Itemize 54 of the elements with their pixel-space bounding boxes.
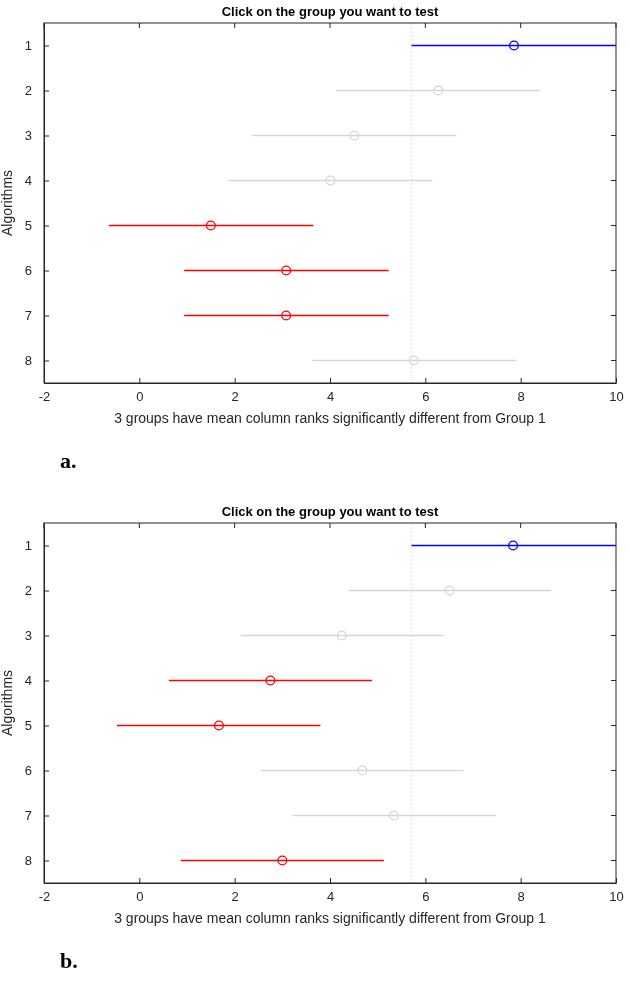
point — [205, 220, 216, 231]
text: b. — [60, 948, 78, 973]
y-tick-label: 6 — [24, 263, 32, 279]
point — [508, 40, 520, 51]
point — [281, 265, 292, 276]
point — [336, 630, 347, 641]
y-tick-label: 4 — [24, 673, 32, 689]
point — [508, 540, 519, 551]
chart-title: Click on the group you want to test — [221, 504, 440, 519]
y-axis-title: Algorithms — [0, 169, 15, 237]
y-tick-label: 2 — [24, 83, 32, 99]
y-tick-label: 1 — [24, 38, 32, 54]
point — [433, 85, 444, 96]
y-tick-label: 3 — [24, 128, 32, 144]
x-tick-label: 2 — [231, 389, 239, 405]
point — [325, 175, 336, 186]
x-axis-title: 3 groups have mean column ranks significantly different from Group 1 — [114, 410, 547, 426]
x-tick-label: 6 — [422, 889, 430, 905]
text: a. — [60, 448, 77, 473]
y-tick-label: 5 — [24, 718, 32, 734]
point — [444, 585, 455, 596]
chart-title: Click on the group you want to test — [221, 4, 440, 19]
x-axis-title: 3 groups have mean column ranks significantly different from Group 1 — [114, 910, 547, 926]
x-tick-label: 2 — [231, 889, 239, 905]
x-tick-label: 0 — [136, 889, 144, 905]
x-tick-label: 8 — [517, 389, 525, 405]
x-tick-label: 10 — [609, 889, 624, 905]
point — [408, 355, 419, 366]
y-tick-label: 6 — [24, 763, 32, 779]
x-tick-label: 6 — [422, 389, 430, 405]
point — [213, 720, 224, 731]
point — [265, 675, 276, 686]
x-tick-label: 4 — [326, 889, 335, 905]
y-tick-label: 3 — [24, 628, 32, 644]
x-tick-label: -2 — [38, 889, 51, 905]
x-tick-label: 10 — [609, 389, 624, 405]
point — [388, 810, 399, 821]
x-tick-label: 0 — [136, 389, 144, 405]
y-axis-title: Algorithms — [0, 669, 15, 737]
y-tick-label: 4 — [24, 173, 32, 189]
y-tick-label: 2 — [24, 583, 32, 599]
y-tick-label: 5 — [24, 218, 32, 234]
point — [349, 130, 360, 141]
y-tick-label: 8 — [24, 853, 32, 869]
x-tick-label: 8 — [517, 889, 525, 905]
point — [277, 855, 288, 866]
x-tick-label: -2 — [38, 389, 51, 405]
y-tick-label: 7 — [24, 808, 32, 824]
y-tick-label: 1 — [24, 538, 32, 554]
y-tick-label: 8 — [24, 353, 32, 369]
x-tick-label: 4 — [326, 389, 335, 405]
point — [357, 765, 368, 776]
y-tick-label: 7 — [24, 308, 32, 324]
point — [281, 310, 292, 321]
